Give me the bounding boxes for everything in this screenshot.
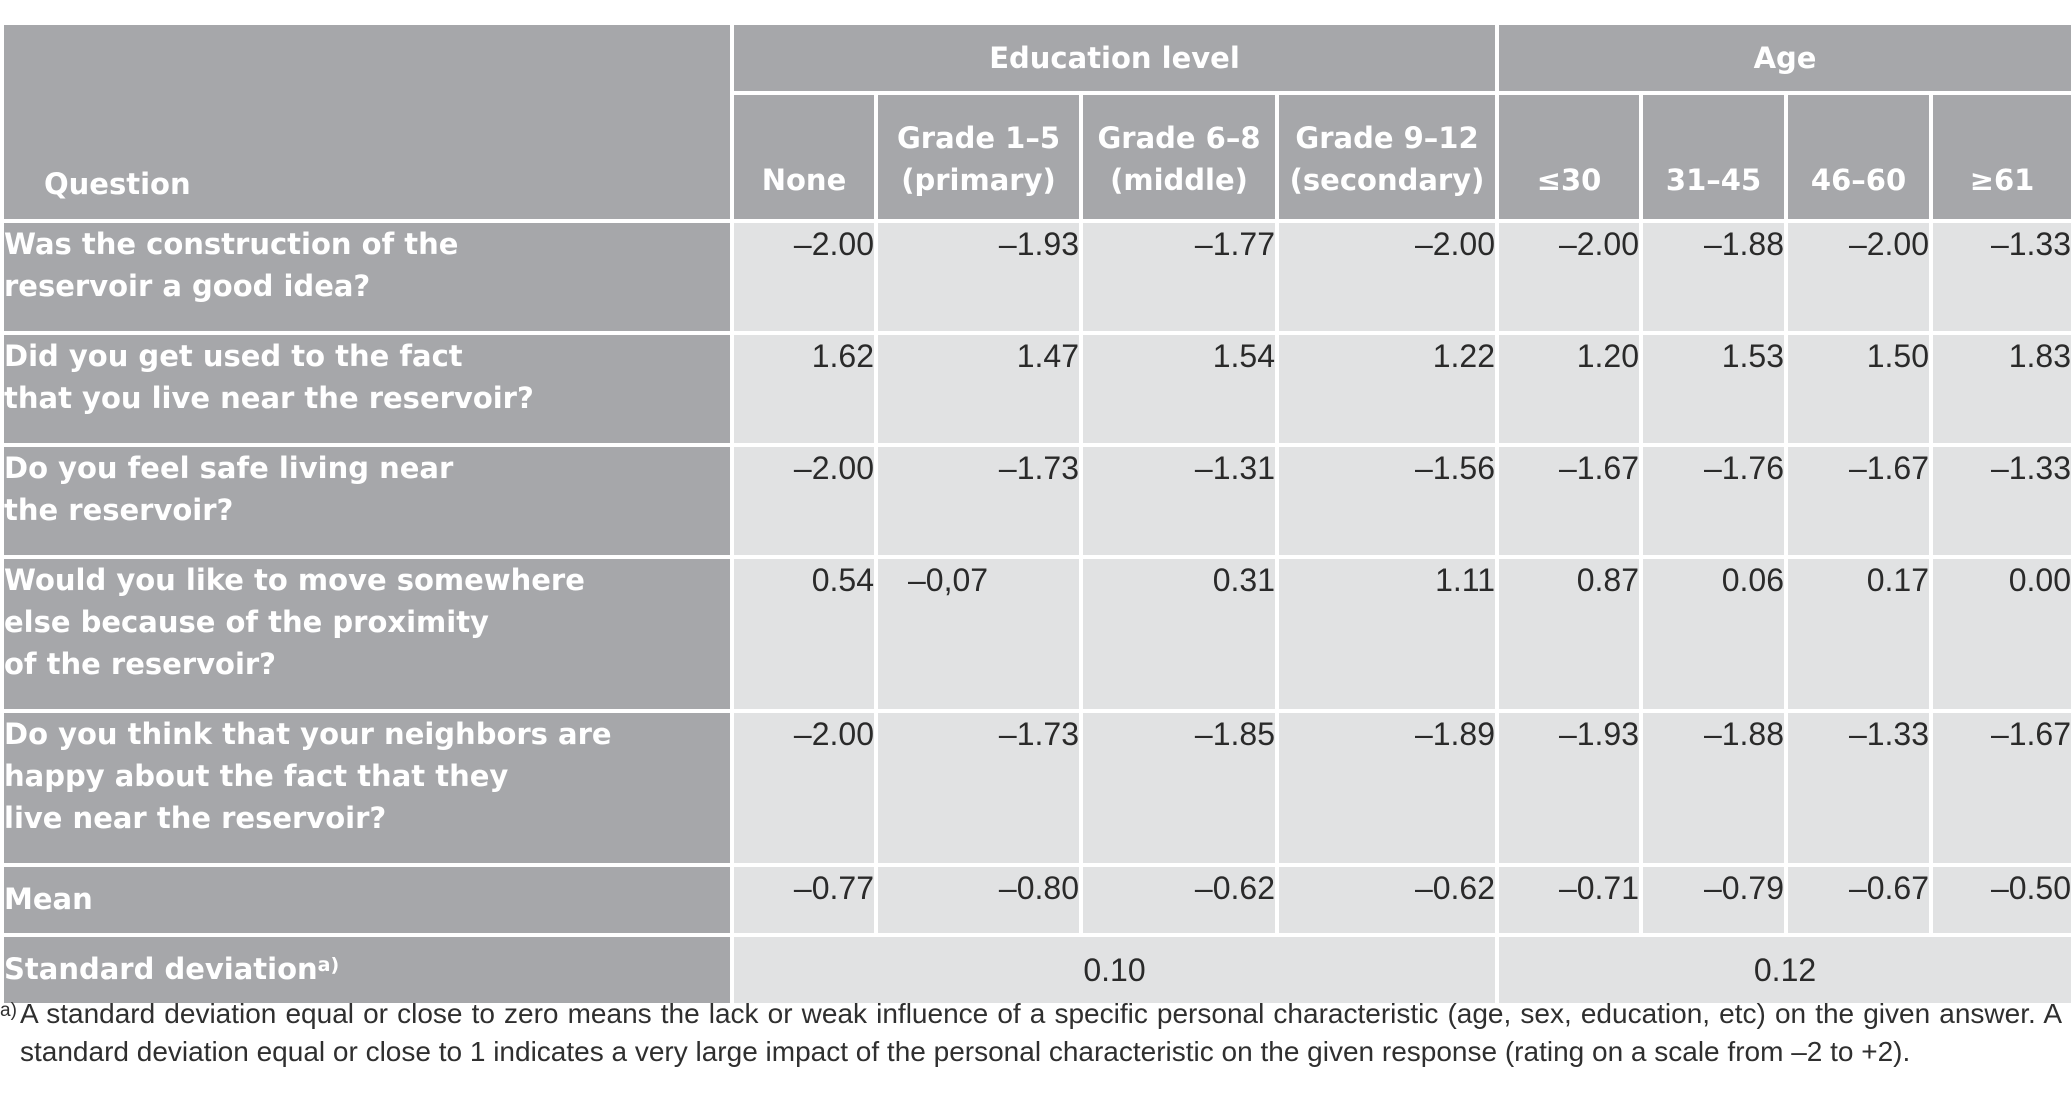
mean-value-cell: –0.62 [1079,863,1279,937]
education-column-header: Grade 1–5 (primary) [874,91,1083,223]
value-cell: –1.31 [1079,443,1279,559]
age-column-header: 46–60 [1784,91,1934,223]
value-cell: –1.89 [1274,709,1500,867]
table-row: Did you get used to the fact that you li… [0,331,2071,447]
age-column-header: ≤30 [1495,91,1644,223]
age-std-dev-value: 0.12 [1495,933,2071,1007]
mean-value-cell: –0.71 [1495,863,1644,937]
value-cell: 1.22 [1274,331,1500,447]
value-cell: –1.85 [1079,709,1279,867]
education-level-group-header: Education level [729,21,1500,95]
value-cell: 1.47 [874,331,1083,447]
table-row: Would you like to move somewhere else be… [0,555,2071,713]
value-cell: 1.62 [730,331,878,447]
mean-value-cell: –0.77 [730,863,878,937]
question-column-header: Question [0,21,734,223]
question-cell: Was the construction of the reservoir a … [0,219,734,335]
table-row: Was the construction of the reservoir a … [0,219,2071,335]
value-cell: 0.87 [1495,555,1644,713]
table-row: Do you feel safe living near the reservo… [0,443,2071,559]
footnote-text: A standard deviation equal or close to z… [20,998,2062,1067]
value-cell: –1.67 [1495,443,1644,559]
value-cell: –1.67 [1784,443,1934,559]
survey-results-table: Question Education level Age None Grade … [0,21,2071,1007]
value-cell: –1.77 [1079,219,1279,335]
value-cell: 0.31 [1079,555,1279,713]
value-cell: 1.54 [1079,331,1279,447]
mean-value-cell: –0.50 [1929,863,2071,937]
age-column-header: 31–45 [1639,91,1789,223]
value-cell: 1.50 [1784,331,1934,447]
value-cell: –2.00 [1495,219,1644,335]
education-column-header: Grade 6–8 (middle) [1079,91,1279,223]
mean-value-cell: –0.67 [1784,863,1934,937]
age-column-header: ≥61 [1929,91,2071,223]
mean-row: Mean –0.77 –0.80 –0.62 –0.62 –0.71 –0.79… [0,863,2071,937]
value-cell: –2.00 [730,443,878,559]
footnote-marker: a) [0,1000,17,1021]
mean-value-cell: –0.79 [1639,863,1789,937]
education-std-dev-value: 0.10 [729,933,1500,1007]
value-cell: –1.93 [874,219,1083,335]
value-cell: 0.00 [1929,555,2071,713]
question-cell: Do you feel safe living near the reservo… [0,443,734,559]
question-cell: Would you like to move somewhere else be… [0,555,734,713]
mean-value-cell: –0.62 [1274,863,1500,937]
value-cell: –1.88 [1639,709,1789,867]
value-cell: –1.67 [1929,709,2071,867]
education-column-header: Grade 9–12 (secondary) [1274,91,1500,223]
mean-value-cell: –0.80 [874,863,1083,937]
value-cell: –1.33 [1784,709,1934,867]
footnote-marker: a) [317,954,340,976]
value-cell: –1.73 [874,443,1083,559]
value-cell: 0.17 [1784,555,1934,713]
mean-label: Mean [0,863,734,937]
value-cell: –1.93 [1495,709,1644,867]
value-cell: –2.00 [1274,219,1500,335]
value-cell: 1.83 [1929,331,2071,447]
table-row: Do you think that your neighbors are hap… [0,709,2071,867]
value-cell: –2.00 [1784,219,1934,335]
value-cell: –2.00 [730,219,878,335]
value-cell: 0.06 [1639,555,1789,713]
value-cell: –1.88 [1639,219,1789,335]
value-cell: –1.33 [1929,219,2071,335]
value-cell: 1.53 [1639,331,1789,447]
question-cell: Do you think that your neighbors are hap… [0,709,734,867]
education-column-header: None [730,91,878,223]
std-dev-row: Standard deviationa) 0.10 0.12 [0,933,2071,1007]
value-cell: –2.00 [730,709,878,867]
value-cell: –0,07 [874,555,1083,713]
value-cell: 1.20 [1495,331,1644,447]
value-cell: –1.73 [874,709,1083,867]
value-cell: –1.76 [1639,443,1789,559]
question-cell: Did you get used to the fact that you li… [0,331,734,447]
age-group-header: Age [1495,21,2071,95]
value-cell: 0.54 [730,555,878,713]
value-cell: –1.33 [1929,443,2071,559]
value-cell: –1.56 [1274,443,1500,559]
std-dev-label: Standard deviationa) [0,933,734,1007]
value-cell: 1.11 [1274,555,1500,713]
table-footnote: a) A standard deviation equal or close t… [0,995,2062,1071]
